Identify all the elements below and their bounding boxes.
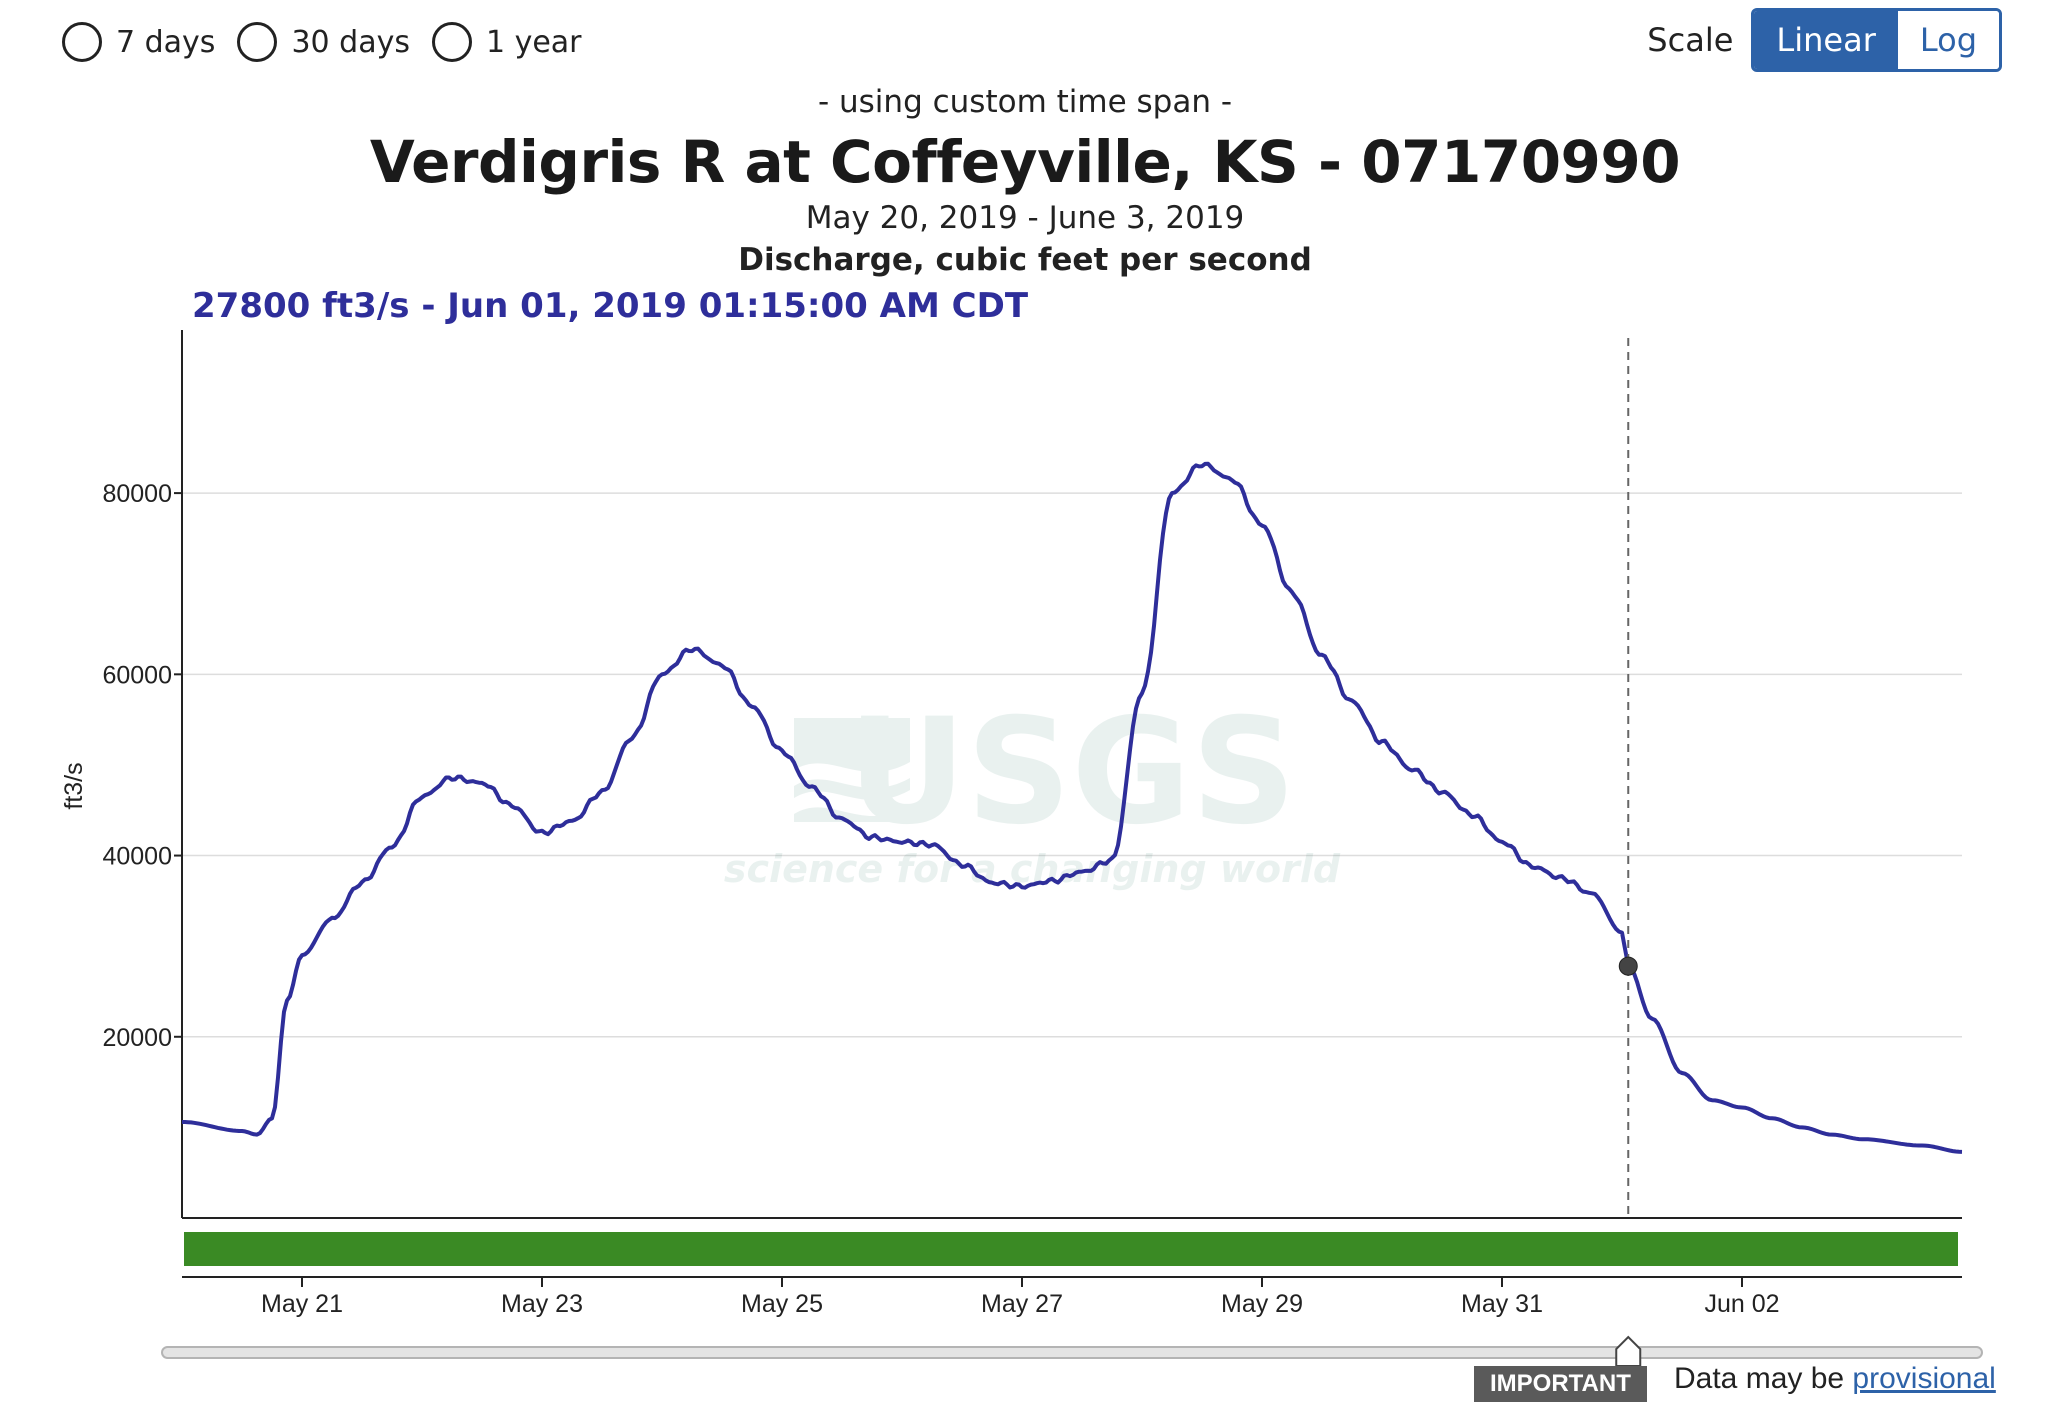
brush-handle-icon[interactable]	[1615, 1335, 1642, 1367]
x-axis-ticks: May 21 May 23 May 25 May 27 May 29 May 31 Jun …	[261, 1277, 1780, 1318]
y-axis-ticks: 20000 40000 60000 80000	[102, 480, 182, 1052]
usgs-watermark: USGS science for a changing world	[724, 687, 1341, 891]
provisional-notice-text: Data may be	[1674, 1362, 1853, 1395]
x-tick-label: May 29	[1221, 1290, 1303, 1318]
x-tick-label: May 25	[741, 1290, 823, 1318]
usgs-logo-waves-icon	[794, 718, 910, 822]
range-option-1-year[interactable]: 1 year	[431, 22, 582, 62]
y-tick-label: 80000	[102, 480, 172, 508]
discharge-series-line	[182, 461, 1963, 1154]
provisional-notice: Data may be provisional	[1674, 1362, 1996, 1396]
usgs-logo-text: USGS	[848, 687, 1297, 857]
scale-log-button[interactable]: Log	[1897, 11, 1999, 69]
y-tick-label: 40000	[102, 843, 172, 871]
range-option-30-days[interactable]: 30 days	[237, 22, 410, 62]
time-range-selector: 7 days 30 days 1 year	[62, 22, 604, 62]
y-tick-label: 20000	[102, 1024, 172, 1052]
scale-linear-button[interactable]: Linear	[1754, 11, 1898, 69]
parameter-label: Discharge, cubic feet per second	[738, 242, 1312, 278]
range-option-7-days[interactable]: 7 days	[62, 22, 215, 62]
x-tick-label: Jun 02	[1704, 1290, 1779, 1318]
page-title: Verdigris R at Coffeyville, KS - 0717099…	[369, 128, 1681, 196]
date-range: May 20, 2019 - June 3, 2019	[805, 200, 1245, 236]
range-label: 7 days	[116, 24, 216, 60]
custom-span-note: - using custom time span -	[817, 84, 1233, 120]
provisional-link[interactable]: provisional	[1852, 1362, 1996, 1395]
approval-status-bar	[184, 1232, 1958, 1266]
cursor-point	[1618, 956, 1638, 976]
scale-toggle: Scale Linear Log	[1647, 8, 2002, 72]
x-tick-label: May 27	[981, 1290, 1063, 1318]
cursor-readout: 27800 ft3/s - Jun 01, 2019 01:15:00 AM C…	[192, 286, 1029, 326]
y-tick-label: 60000	[102, 661, 172, 689]
range-label: 1 year	[485, 24, 582, 60]
radio-icon[interactable]	[431, 22, 472, 62]
x-tick-label: May 31	[1461, 1290, 1543, 1318]
radio-icon[interactable]	[237, 22, 278, 62]
range-label: 30 days	[291, 24, 410, 60]
x-tick-label: May 21	[261, 1290, 343, 1318]
important-badge: IMPORTANT	[1474, 1366, 1647, 1402]
time-brush-track[interactable]	[161, 1346, 1983, 1359]
scale-button-group: Linear Log	[1751, 8, 2002, 72]
scale-label: Scale	[1647, 21, 1734, 59]
radio-icon[interactable]	[62, 22, 102, 62]
y-axis-label: ft3/s	[60, 762, 88, 809]
x-tick-label: May 23	[501, 1290, 583, 1318]
